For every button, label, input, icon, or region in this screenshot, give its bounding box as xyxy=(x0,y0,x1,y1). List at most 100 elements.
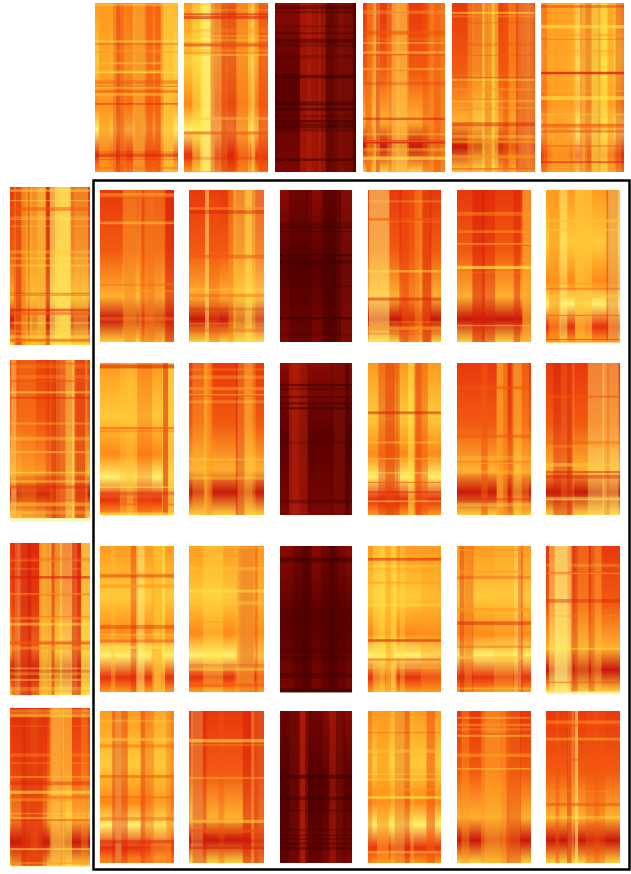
tile-band xyxy=(100,426,174,427)
tile-band xyxy=(95,50,178,51)
tile-stripe xyxy=(366,3,371,172)
tile-band xyxy=(10,690,90,692)
tile-band xyxy=(95,93,178,96)
tile-band xyxy=(10,200,90,201)
tile-band xyxy=(184,4,268,5)
tile-band xyxy=(457,688,531,689)
tile-band xyxy=(184,17,268,18)
spectrogram-tile xyxy=(280,363,352,515)
spectrogram-tile xyxy=(100,711,174,863)
tile-band xyxy=(452,22,535,24)
tile-band xyxy=(546,615,620,616)
tile-band xyxy=(100,744,174,747)
tile-band xyxy=(10,339,90,342)
tile-band xyxy=(452,43,535,46)
tile-stripe xyxy=(494,546,513,692)
tile-band xyxy=(363,156,445,159)
spectrogram-tile xyxy=(457,363,531,515)
tile-stripe xyxy=(369,190,390,342)
tile-band xyxy=(95,72,178,73)
tile-stripe xyxy=(81,708,88,866)
tile-band xyxy=(189,547,264,549)
tile-band xyxy=(280,231,352,232)
tile-band xyxy=(100,625,174,629)
tile-stripe xyxy=(422,190,431,342)
tile-stripe xyxy=(421,546,441,692)
tile-band xyxy=(280,656,352,659)
tile-stripe xyxy=(556,711,560,863)
spectrogram-tile xyxy=(368,546,441,692)
tile-band xyxy=(280,384,352,386)
tile-band xyxy=(10,366,90,368)
tile-band xyxy=(280,396,352,398)
tile-band xyxy=(546,816,620,819)
tile-band xyxy=(189,458,264,460)
tile-band xyxy=(546,315,620,316)
tile-band xyxy=(10,865,90,867)
tile-band xyxy=(280,222,352,226)
tile-band xyxy=(184,54,268,57)
tile-band xyxy=(452,77,535,78)
tile-band xyxy=(452,135,535,139)
tile-stripe xyxy=(152,546,162,692)
spectrogram-tile xyxy=(457,546,531,692)
tile-stripe xyxy=(460,546,464,692)
tile-stripe xyxy=(23,708,42,866)
tile-band xyxy=(541,145,624,147)
tile-band xyxy=(100,634,174,637)
tile-band xyxy=(275,33,356,34)
spectrogram-tile xyxy=(280,711,352,863)
spectrogram-tile xyxy=(189,363,264,515)
tile-band xyxy=(95,3,178,6)
spectrogram-tile xyxy=(10,187,90,345)
tile-band xyxy=(10,264,90,266)
tile-stripe xyxy=(300,3,317,172)
tile-band xyxy=(452,88,535,91)
tile-band xyxy=(95,90,178,93)
tile-band xyxy=(452,12,535,14)
tile-band xyxy=(368,500,441,502)
tile-band xyxy=(189,289,264,291)
tile-band xyxy=(546,339,620,340)
tile-band xyxy=(100,639,174,642)
tile-band xyxy=(368,659,441,661)
spectrogram-tile xyxy=(189,711,264,863)
tile-band xyxy=(363,31,445,35)
spectrogram-tile xyxy=(368,711,441,863)
tile-band xyxy=(280,835,352,836)
tile-band xyxy=(541,39,624,40)
tile-band xyxy=(100,646,174,649)
tile-band xyxy=(100,584,174,588)
tile-band xyxy=(189,210,264,214)
tile-stripe xyxy=(588,363,607,515)
tile-band xyxy=(95,154,178,158)
tile-band xyxy=(280,847,352,850)
tile-stripe xyxy=(468,3,473,172)
tile-stripe xyxy=(575,711,578,863)
tile-band xyxy=(10,189,90,192)
tile-band xyxy=(189,820,264,823)
tile-band xyxy=(546,471,620,473)
tile-band xyxy=(10,848,90,850)
tile-band xyxy=(368,491,441,493)
tile-stripe xyxy=(555,546,573,692)
tile-band xyxy=(189,387,264,390)
tile-band xyxy=(95,103,178,104)
tile-band xyxy=(10,216,90,219)
tile-band xyxy=(546,682,620,683)
tile-band xyxy=(10,219,90,220)
tile-band xyxy=(452,107,535,109)
tile-band xyxy=(184,49,268,52)
spectrogram-tile xyxy=(10,708,90,867)
tile-band xyxy=(100,817,174,821)
tile-band xyxy=(541,34,624,36)
spectrogram-figure xyxy=(0,0,631,874)
tile-band xyxy=(100,364,174,368)
tile-band xyxy=(280,828,352,831)
tile-band xyxy=(184,117,268,120)
tile-band xyxy=(546,790,620,792)
spectrogram-tile xyxy=(189,546,264,692)
tile-band xyxy=(457,435,531,439)
tile-band xyxy=(546,340,620,343)
tile-band xyxy=(10,641,90,645)
